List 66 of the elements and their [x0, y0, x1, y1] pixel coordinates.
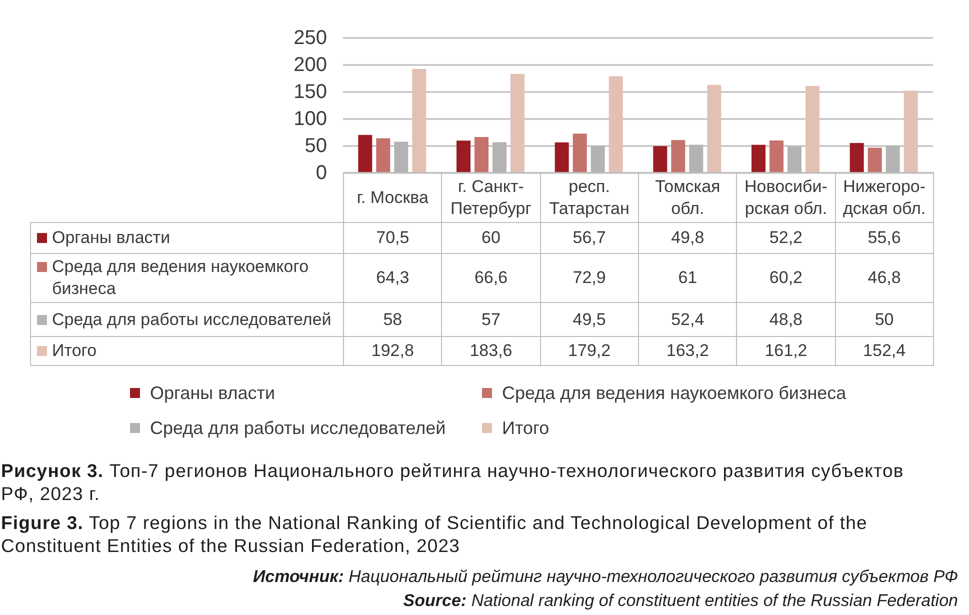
- text: Среда для работы исследователей: [150, 418, 446, 438]
- data-label: 46,8: [835, 254, 934, 302]
- data-label: 55,6: [835, 222, 934, 254]
- data-label: 48,8: [736, 302, 836, 336]
- data-label: 179,2: [540, 336, 638, 366]
- data-label: 52,2: [736, 222, 836, 254]
- y-tick-label: 150: [294, 81, 327, 103]
- x-tick-label: респ. Татарстан: [540, 172, 638, 222]
- text: Среда для ведения наукоемкого бизнеса: [502, 383, 846, 403]
- text: Итого: [52, 341, 97, 360]
- data-label: 61: [638, 254, 737, 302]
- text: Органы власти: [150, 383, 276, 403]
- bar: [770, 140, 784, 173]
- text: Источник: Национальный рейтинг научно-технологического развития субъектов РФ: [252, 566, 958, 588]
- data-label: 192,8: [344, 336, 442, 366]
- data-label: 60: [442, 222, 540, 254]
- bar: [510, 74, 524, 173]
- bar: [707, 84, 722, 173]
- bar: [752, 144, 766, 173]
- data-label: 49,8: [638, 222, 737, 254]
- data-label: 70,5: [344, 222, 442, 254]
- data-label: 66,6: [442, 254, 540, 302]
- bar: [474, 137, 488, 173]
- bar: [850, 142, 864, 173]
- data-label: 183,6: [442, 336, 540, 366]
- x-tick-label: г. Москва: [344, 172, 442, 222]
- y-tick-label: 0: [316, 162, 327, 184]
- bar: [904, 90, 918, 173]
- data-label: 49,5: [540, 302, 638, 336]
- bar: [608, 76, 623, 173]
- data-label: 64,3: [344, 254, 442, 302]
- bar: [376, 138, 390, 173]
- data-label: 56,7: [540, 222, 638, 254]
- bar: [806, 86, 820, 173]
- bar: [358, 134, 372, 173]
- x-tick-label: Томская обл.: [638, 172, 737, 222]
- y-tick-label: 250: [294, 27, 327, 49]
- data-label: 52,4: [638, 302, 737, 336]
- legend-label: Среда для ведения наукоемкого бизнеса: [52, 256, 310, 300]
- x-tick-label: г. Санкт-Петербург: [442, 172, 540, 222]
- y-tick-label: 100: [294, 108, 327, 130]
- x-tick-label: Новосиби-рская обл.: [736, 172, 836, 222]
- y-tick-label: 200: [294, 54, 327, 76]
- bar: [554, 142, 569, 173]
- data-label: 50: [835, 302, 934, 336]
- bar: [653, 146, 668, 173]
- bar: [868, 148, 882, 173]
- data-label: 60,2: [736, 254, 836, 302]
- bar: [412, 68, 426, 173]
- text: Рисунок 3. Топ-7 регионов Национального рейтинга научно-технологического развития субъектов РФ, 2023 г.: [1, 459, 905, 505]
- source-note: Source: National ranking of constituent entities of the Russian Federation: [402, 590, 958, 612]
- legend-label: Органы власти: [52, 227, 170, 249]
- y-tick-label: 50: [304, 135, 327, 157]
- legend-label: Итого: [502, 418, 550, 438]
- text: Figure 3. Top 7 regions in the National Ranking of Scientific and Technological Development of the Constituent Entities of the Russian Federation, 2023: [1, 511, 868, 557]
- data-label: 163,2: [638, 336, 737, 366]
- data-label: 152,4: [835, 336, 934, 366]
- bar: [456, 140, 470, 173]
- x-tick-label: Нижегоро-дская обл.: [835, 172, 934, 222]
- data-label: 58: [344, 302, 442, 336]
- data-label: 161,2: [736, 336, 836, 366]
- bar: [671, 140, 686, 173]
- data-label: 57: [442, 302, 540, 336]
- data-label: 72,9: [540, 254, 638, 302]
- bar: [572, 134, 587, 173]
- legend-label: Среда для работы исследователей: [52, 308, 332, 330]
